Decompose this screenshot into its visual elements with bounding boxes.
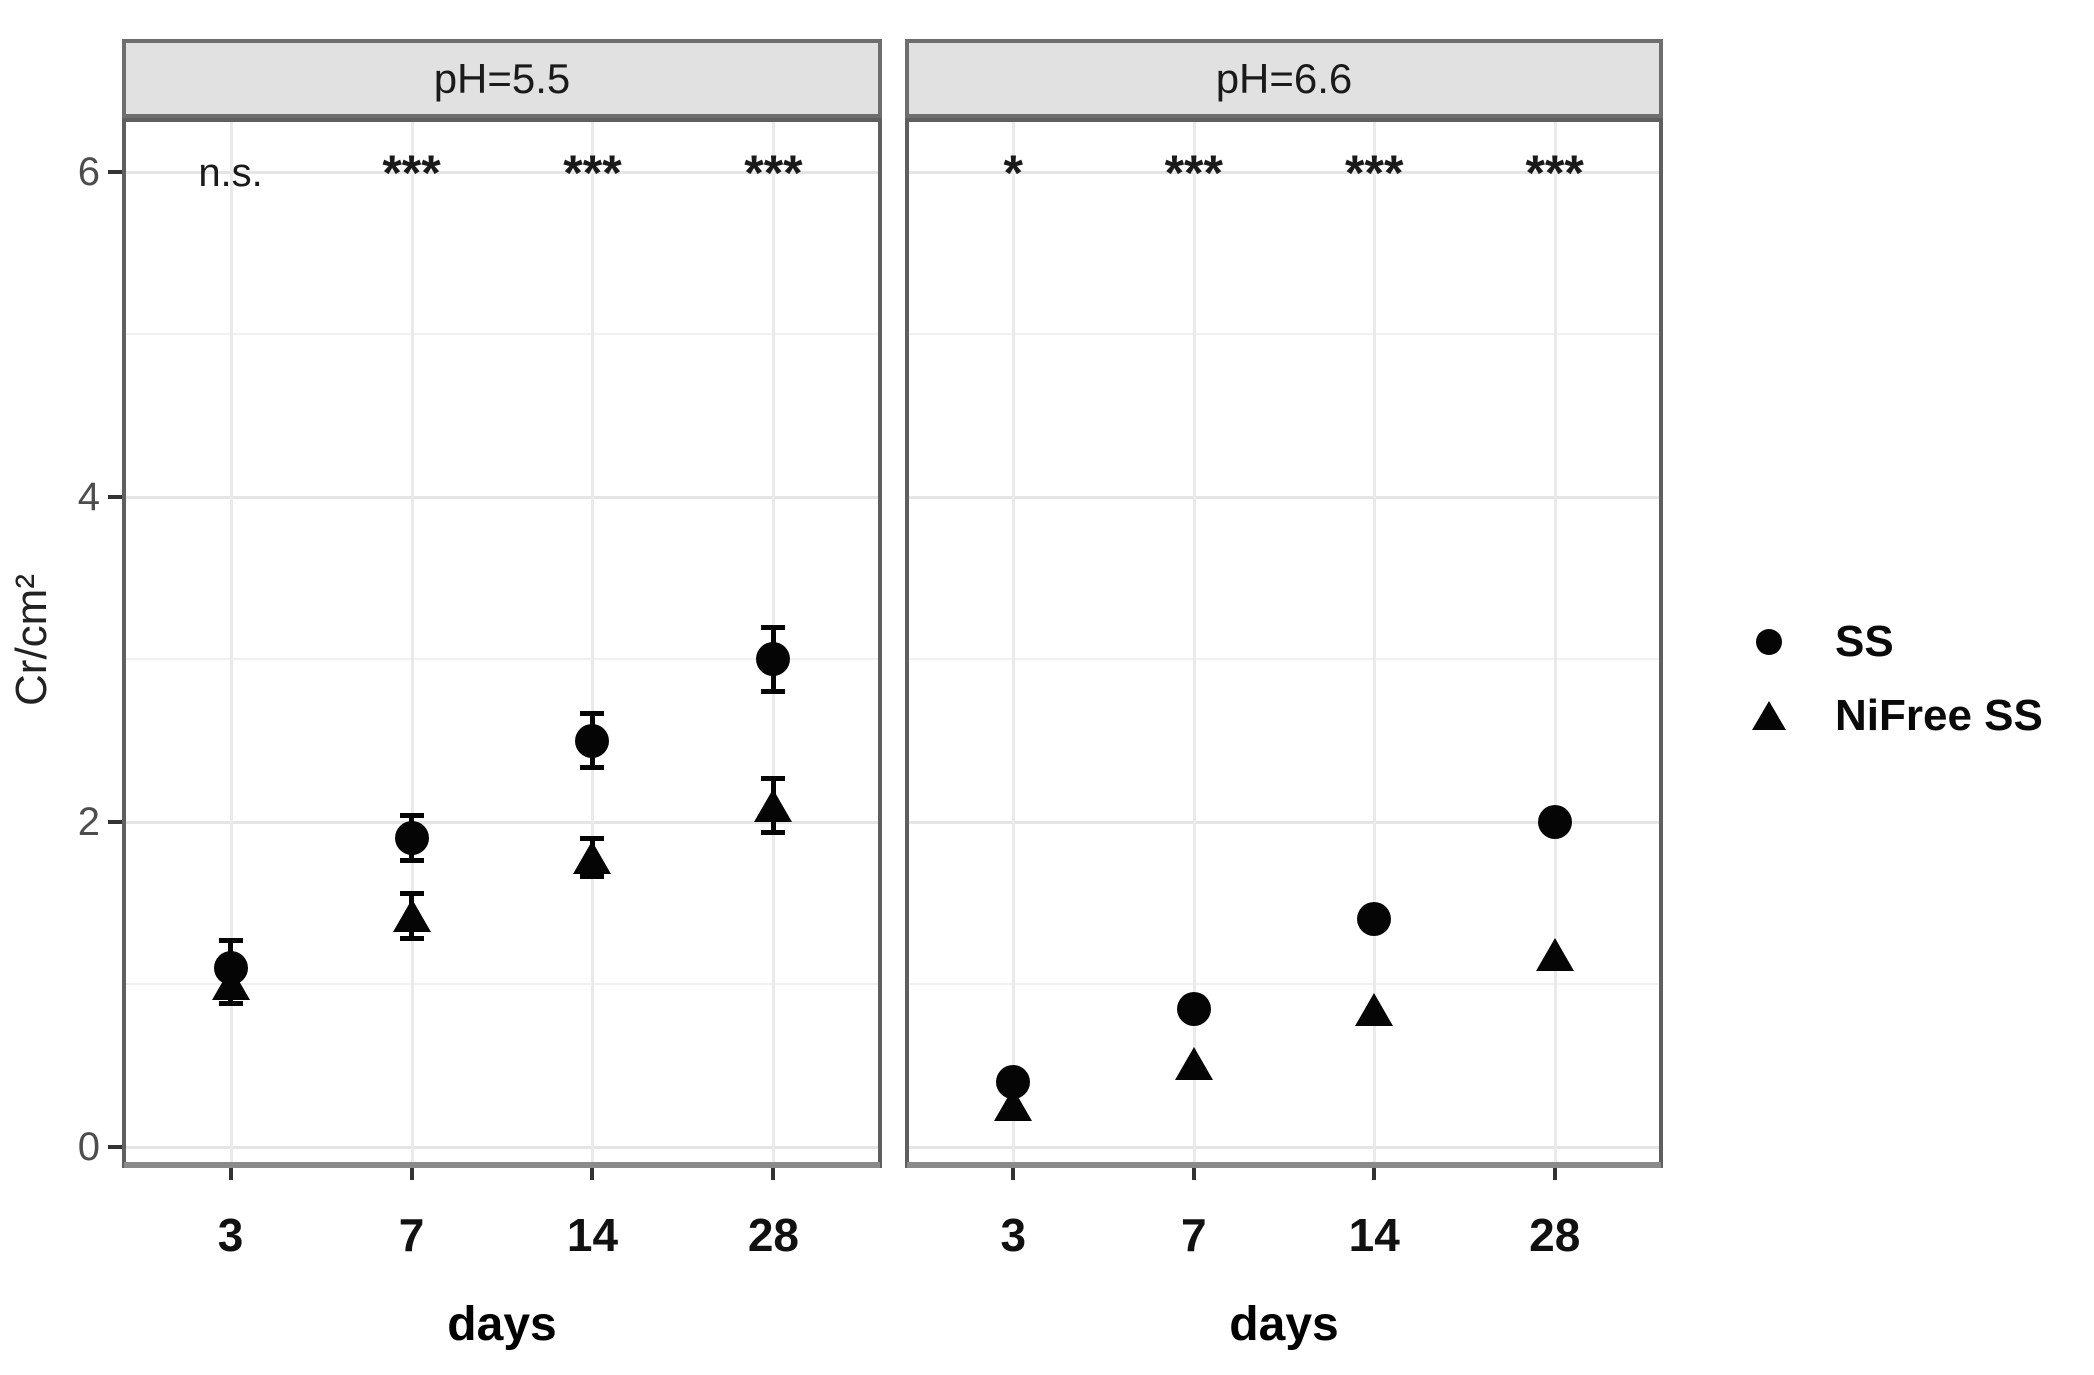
y-tick-mark xyxy=(108,494,122,499)
gridline-x xyxy=(229,122,233,1164)
error-bar-cap-bottom xyxy=(761,830,786,836)
x-tick-mark xyxy=(771,1168,776,1180)
significance-label: *** xyxy=(563,145,622,201)
data-point-triangle xyxy=(1355,993,1394,1027)
significance-label: *** xyxy=(1525,145,1584,201)
gridline-y-minor xyxy=(126,333,878,336)
data-point-circle xyxy=(1537,804,1572,839)
error-bar-cap-top xyxy=(580,710,605,716)
error-bar-cap-bottom xyxy=(399,935,424,941)
gridline-x xyxy=(1192,122,1196,1164)
error-bar-cap-top xyxy=(761,624,786,630)
gridline-y-major xyxy=(126,495,878,499)
data-point-circle xyxy=(1357,902,1392,937)
data-point-circle xyxy=(394,821,429,856)
significance-label: *** xyxy=(1345,145,1404,201)
error-bar-cap-top xyxy=(399,813,424,819)
x-tick-mark xyxy=(1011,1168,1016,1180)
gridline-y-minor xyxy=(909,983,1659,986)
x-tick-label: 14 xyxy=(566,1209,619,1261)
data-point-circle xyxy=(756,642,791,677)
gridline-y-major xyxy=(126,170,878,174)
data-point-triangle xyxy=(392,899,431,933)
panel xyxy=(905,118,1663,1168)
significance-label: * xyxy=(1003,145,1024,201)
x-axis-title: days xyxy=(1229,1298,1339,1351)
significance-label: *** xyxy=(1164,145,1223,201)
y-tick-label: 0 xyxy=(77,1124,100,1169)
error-bar-cap-top xyxy=(218,938,243,944)
data-point-triangle xyxy=(754,788,793,822)
data-point-triangle xyxy=(211,967,250,1001)
gridline-x xyxy=(410,122,414,1164)
x-tick-mark xyxy=(1191,1168,1196,1180)
x-tick-label: 3 xyxy=(1000,1209,1027,1261)
error-bar-cap-top xyxy=(580,836,605,842)
gridline-y-minor xyxy=(126,983,878,986)
x-tick-label: 7 xyxy=(1180,1209,1207,1261)
error-bar-cap-bottom xyxy=(218,1000,243,1006)
error-bar-cap-bottom xyxy=(580,765,605,771)
x-tick-label: 28 xyxy=(747,1209,799,1261)
y-axis-title: Cr/cm² xyxy=(7,574,56,706)
error-bar-cap-bottom xyxy=(761,688,786,694)
y-tick-label: 4 xyxy=(77,474,100,519)
x-tick-label: 14 xyxy=(1348,1209,1400,1261)
x-axis-line xyxy=(124,1162,880,1168)
gridline-x xyxy=(1553,122,1557,1164)
x-tick-mark xyxy=(409,1168,414,1180)
y-tick-label: 2 xyxy=(77,799,100,844)
significance-label: *** xyxy=(382,145,441,201)
y-tick-label: 6 xyxy=(77,149,100,194)
gridline-x xyxy=(591,122,595,1164)
legend-label: NiFree SS xyxy=(1835,691,2043,740)
x-tick-mark xyxy=(1372,1168,1377,1180)
x-axis-title: days xyxy=(447,1298,557,1351)
data-point-triangle xyxy=(994,1087,1033,1121)
data-point-triangle xyxy=(1535,938,1574,972)
x-tick-mark xyxy=(228,1168,233,1180)
error-bar-cap-top xyxy=(761,775,786,781)
x-tick-label: 3 xyxy=(217,1209,244,1261)
gridline-y-major xyxy=(126,1145,878,1149)
x-axis-line xyxy=(907,1162,1661,1168)
data-point-circle xyxy=(575,723,610,758)
gridline-x xyxy=(1373,122,1377,1164)
significance-label: n.s. xyxy=(198,151,263,195)
gridline-y-major xyxy=(909,820,1659,824)
x-tick-mark xyxy=(1552,1168,1557,1180)
facet-strip-label: pH=6.6 xyxy=(1215,54,1353,102)
x-tick-mark xyxy=(590,1168,595,1180)
error-bar-cap-bottom xyxy=(399,857,424,863)
facet-strip: pH=6.6 xyxy=(905,39,1663,118)
gridline-y-minor xyxy=(909,333,1659,336)
facet-strip-label: pH=5.5 xyxy=(433,54,571,102)
legend-triangle-icon xyxy=(1752,701,1786,730)
gridline-y-major xyxy=(909,1145,1659,1149)
gridline-y-major xyxy=(909,170,1659,174)
legend-label: SS xyxy=(1835,617,1894,666)
x-tick-label: 7 xyxy=(398,1209,425,1261)
data-point-triangle xyxy=(573,840,612,874)
gridline-x xyxy=(1012,122,1016,1164)
legend-circle-icon xyxy=(1756,629,1782,655)
data-point-triangle xyxy=(1174,1046,1213,1080)
gridline-y-minor xyxy=(909,658,1659,661)
error-bar-cap-top xyxy=(399,891,424,897)
y-tick-mark xyxy=(108,819,122,824)
significance-label: *** xyxy=(744,145,803,201)
y-tick-mark xyxy=(108,1144,122,1149)
error-bar-cap-bottom xyxy=(580,874,605,880)
y-tick-mark xyxy=(108,169,122,174)
gridline-y-minor xyxy=(126,658,878,661)
gridline-y-major xyxy=(909,495,1659,499)
facet-strip: pH=5.5 xyxy=(122,39,882,118)
data-point-circle xyxy=(1176,991,1211,1026)
gridline-y-major xyxy=(126,820,878,824)
x-tick-label: 28 xyxy=(1529,1209,1581,1261)
